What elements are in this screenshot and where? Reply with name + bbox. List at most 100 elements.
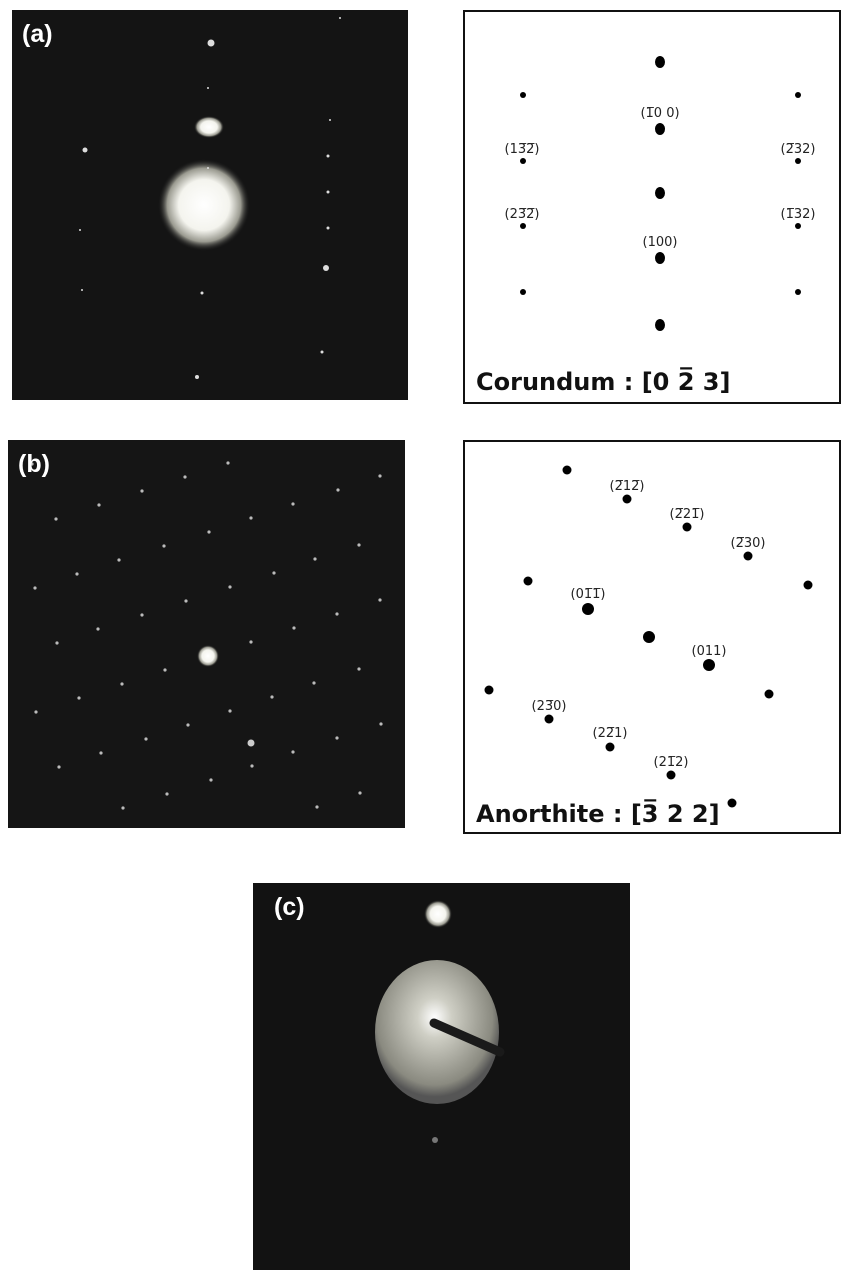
spot — [315, 805, 318, 808]
central-beam — [197, 645, 219, 667]
spot — [327, 227, 330, 230]
spot — [323, 265, 329, 271]
index-label: (2̅12̅) — [610, 479, 645, 494]
reflection — [485, 686, 494, 695]
reflection — [744, 552, 753, 561]
spot — [378, 474, 381, 477]
index-label: (23̅0) — [532, 699, 567, 714]
spot — [520, 92, 526, 98]
spot — [312, 681, 315, 684]
spot — [165, 792, 168, 795]
spot — [209, 778, 212, 781]
reflection — [623, 495, 632, 504]
caption: Anorthite : [3̅ 2 2] — [476, 798, 720, 828]
spot — [321, 351, 324, 354]
spot — [81, 289, 83, 291]
spot — [249, 640, 252, 643]
spot — [207, 167, 209, 169]
reflection — [545, 715, 554, 724]
spot — [183, 475, 186, 478]
spot — [117, 558, 120, 561]
spot — [208, 40, 215, 47]
panel-label: (c) — [274, 893, 305, 921]
spot — [327, 155, 330, 158]
spot — [34, 710, 37, 713]
spot — [795, 289, 801, 295]
spot — [795, 223, 801, 229]
reflection — [765, 690, 774, 699]
spot — [162, 544, 165, 547]
central-beam — [158, 159, 250, 251]
index-label: (2̅30) — [731, 536, 766, 551]
spot — [140, 489, 143, 492]
reflection — [728, 799, 737, 808]
spot — [83, 148, 88, 153]
spot — [249, 516, 252, 519]
halo — [375, 960, 499, 1104]
spot — [194, 116, 224, 138]
spot — [329, 119, 331, 121]
spot — [120, 682, 123, 685]
reflection — [667, 771, 676, 780]
index-label: (13̅2̅) — [505, 142, 540, 157]
spot — [795, 92, 801, 98]
spot — [520, 158, 526, 164]
spot — [357, 543, 360, 546]
index-label: (21̅2) — [654, 755, 689, 770]
reflection — [643, 631, 655, 643]
reflection — [563, 466, 572, 475]
panel-label: (a) — [22, 20, 53, 48]
spot — [184, 599, 187, 602]
pattern-b — [8, 440, 405, 828]
spot — [795, 158, 801, 164]
reflection — [655, 123, 665, 135]
spot — [313, 557, 316, 560]
spot — [291, 502, 294, 505]
reflection — [606, 743, 615, 752]
caption: Corundum : [0 2̅ 3] — [476, 366, 730, 396]
reflection — [582, 603, 594, 615]
spot — [75, 572, 78, 575]
spot — [201, 292, 204, 295]
spot — [207, 530, 210, 533]
spot — [520, 223, 526, 229]
spot — [140, 613, 143, 616]
index-label: (22̅1) — [593, 726, 628, 741]
spot — [99, 751, 102, 754]
spot — [57, 765, 60, 768]
index-label: (01̅1̅) — [571, 587, 606, 602]
spot — [144, 737, 147, 740]
spot — [291, 750, 294, 753]
spot — [432, 1137, 438, 1143]
reflection — [655, 56, 665, 68]
spot — [378, 598, 381, 601]
figure: (a)(b)(c)(1̅0 0)(100)(13̅2̅)(2̅32)(23̅2̅… — [0, 0, 842, 1270]
spot — [358, 791, 361, 794]
index-label: (23̅2̅) — [505, 207, 540, 222]
spot — [226, 461, 229, 464]
spot — [357, 667, 360, 670]
index-label: (011) — [692, 644, 727, 659]
spot — [339, 17, 341, 19]
spot — [79, 229, 81, 231]
spot — [228, 585, 231, 588]
spot — [54, 517, 57, 520]
reflection — [655, 252, 665, 264]
spot — [250, 764, 253, 767]
spot — [33, 586, 36, 589]
spot — [292, 626, 295, 629]
spot — [424, 900, 452, 928]
index-label: (1̅32) — [781, 207, 816, 222]
reflection — [703, 659, 715, 671]
spot — [195, 375, 199, 379]
spot — [163, 668, 166, 671]
index-label: (100) — [643, 235, 678, 250]
spot — [97, 503, 100, 506]
reflection — [655, 319, 665, 331]
index-label: (1̅0 0) — [640, 106, 679, 121]
spot — [336, 488, 339, 491]
spot — [121, 806, 124, 809]
spot — [270, 695, 273, 698]
spot — [248, 740, 255, 747]
spot — [335, 612, 338, 615]
